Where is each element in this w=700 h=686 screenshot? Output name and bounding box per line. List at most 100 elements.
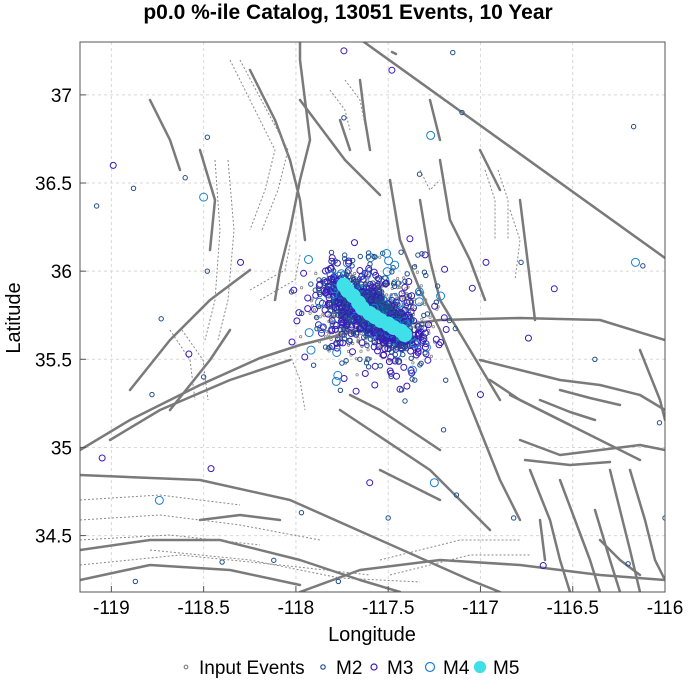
fault-zone-outlines <box>80 59 530 583</box>
event-marker <box>344 326 350 332</box>
event-marker <box>390 265 396 271</box>
y-tick-label: 35 <box>51 438 72 459</box>
event-marker <box>432 335 440 343</box>
event-marker <box>337 387 344 393</box>
event-marker <box>371 381 379 389</box>
fault-line <box>478 358 665 412</box>
input-event-marker <box>431 325 435 329</box>
fault-line <box>523 458 612 467</box>
event-marker <box>328 317 336 325</box>
fault-line <box>518 438 665 457</box>
event-marker <box>350 276 357 283</box>
event-marker <box>409 339 419 349</box>
event-marker <box>440 314 448 322</box>
event-marker <box>395 312 402 319</box>
event-marker <box>342 302 348 308</box>
event-marker <box>424 356 432 364</box>
input-event-marker <box>395 276 400 281</box>
fault-zone <box>204 159 221 341</box>
event-marker <box>185 350 193 358</box>
event-marker <box>345 257 353 265</box>
event-marker <box>341 115 347 121</box>
event-marker <box>130 185 137 192</box>
event-marker <box>436 291 446 301</box>
event-marker <box>406 235 414 243</box>
event-marker <box>411 343 418 351</box>
legend-marker <box>473 660 487 674</box>
event-marker <box>382 267 392 277</box>
event-marker <box>401 344 407 350</box>
input-event-marker <box>428 315 432 319</box>
event-marker <box>425 321 432 329</box>
event-marker <box>384 256 394 266</box>
input-event-marker <box>308 311 312 315</box>
event-marker <box>288 289 295 295</box>
event-marker <box>376 332 382 339</box>
event-marker <box>349 348 356 356</box>
input-event-marker <box>314 315 318 319</box>
fault-zone <box>169 329 196 401</box>
event-marker <box>304 328 314 338</box>
input-event-marker <box>309 299 314 303</box>
input-event-marker <box>321 312 325 316</box>
event-marker <box>321 306 329 314</box>
event-marker <box>315 297 324 307</box>
event-marker <box>374 281 381 287</box>
event-marker <box>327 275 335 283</box>
event-marker <box>298 509 305 516</box>
x-tick-label: -119 <box>93 598 130 619</box>
event-marker <box>400 351 406 358</box>
event-marker <box>367 292 373 298</box>
fault-line <box>528 468 572 592</box>
input-event-marker <box>333 314 337 319</box>
event-marker <box>353 313 361 321</box>
x-axis-label: Longitude <box>328 624 416 646</box>
event-marker <box>340 319 348 327</box>
event-marker <box>346 317 352 323</box>
event-marker <box>403 299 411 307</box>
event-marker <box>387 353 395 361</box>
event-marker <box>389 293 399 302</box>
fault-zone <box>289 354 306 411</box>
fault-zone <box>497 169 509 240</box>
event-marker <box>109 161 117 169</box>
event-marker <box>424 311 431 317</box>
event-marker <box>407 347 415 355</box>
event-marker <box>328 254 336 262</box>
fault-line <box>593 508 622 592</box>
event-marker <box>408 355 414 361</box>
legend-marker <box>183 664 189 670</box>
event-marker <box>402 398 408 404</box>
event-marker <box>330 273 338 281</box>
event-marker <box>367 261 373 267</box>
event-marker <box>313 314 320 321</box>
event-marker <box>390 260 400 270</box>
event-marker <box>374 298 381 304</box>
fault-zone <box>259 254 301 301</box>
event-marker <box>350 329 357 335</box>
input-event-marker <box>411 305 415 309</box>
event-marker <box>414 287 424 297</box>
event-marker <box>395 301 401 307</box>
event-marker <box>382 275 388 281</box>
event-marker <box>365 254 371 260</box>
y-tick-label: 36.5 <box>35 174 72 195</box>
event-marker <box>640 263 646 269</box>
event-marker <box>399 309 405 315</box>
event-marker <box>316 277 322 283</box>
event-marker <box>317 324 326 334</box>
event-marker <box>407 308 415 316</box>
fault-line <box>80 316 665 452</box>
fault-line <box>298 558 665 592</box>
input-event-marker <box>359 331 363 336</box>
event-marker <box>336 269 346 279</box>
event-marker <box>392 351 398 358</box>
input-event-marker <box>329 337 333 342</box>
event-marker <box>328 249 335 256</box>
event-marker <box>419 321 425 327</box>
event-marker <box>384 304 390 311</box>
event-marker <box>318 329 325 337</box>
event-marker <box>656 420 663 426</box>
event-marker <box>379 299 385 305</box>
x-tick-label: -118 <box>278 598 315 619</box>
